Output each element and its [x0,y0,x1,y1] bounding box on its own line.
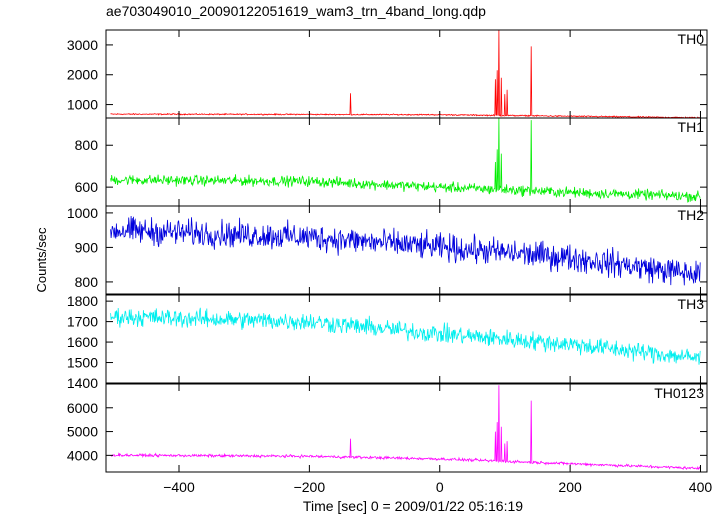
panel-frame [105,29,708,119]
y-tick-label: 5000 [67,424,98,440]
panel-frame [105,205,708,295]
panel-th2: 800 900 1000 TH2 [67,205,708,295]
y-tick-label: 4000 [67,447,98,463]
y-tick-label: 1500 [67,355,98,371]
y-axis-label: Counts/sec [34,227,49,293]
series-line-th1 [110,118,701,203]
panel-frame [105,383,708,473]
panel-th1: 600 800 TH1 [75,117,708,207]
y-tick-label: 1400 [67,375,98,391]
panel-th0: 1000 2000 3000 TH0 [67,29,708,119]
y-tick-label: 1700 [67,314,98,330]
panel-frame [105,294,708,384]
y-tick-label: 1600 [67,334,98,350]
panel-th0123: 4000 5000 6000 TH0123 [67,383,708,473]
y-tick-label: 600 [75,179,99,195]
panel-label: TH2 [678,207,705,223]
series-line-th0 [110,30,701,118]
x-tick-label: −200 [294,479,326,495]
y-tick-label: 2000 [67,67,98,83]
x-tick-label: 0 [436,479,444,495]
x-axis-label: Time [sec] 0 = 2009/01/22 05:16:19 [303,498,523,514]
panel-label: TH3 [678,296,705,312]
y-tick-label: 3000 [67,37,98,53]
panel-label: TH0123 [654,385,704,401]
y-tick-label: 1800 [67,293,98,309]
y-tick-label: 1000 [67,97,98,113]
series-line-th3 [110,307,701,365]
x-tick-label: 200 [558,479,582,495]
x-tick-label: 400 [689,479,713,495]
series-line-th0123 [110,385,701,471]
chart-title: ae703049010_20090122051619_wam3_trn_4ban… [106,3,486,19]
y-tick-label: 900 [75,239,99,255]
panel-label: TH1 [678,119,705,135]
y-tick-label: 800 [75,274,99,290]
y-tick-label: 1000 [67,205,98,221]
panel-label: TH0 [678,31,705,47]
y-tick-label: 6000 [67,400,98,416]
panel-th3: 1400 1500 1600 1700 1800 TH3 [67,293,708,391]
x-tick-label: −400 [163,479,195,495]
y-tick-label: 800 [75,137,99,153]
series-line-th2 [110,215,701,286]
